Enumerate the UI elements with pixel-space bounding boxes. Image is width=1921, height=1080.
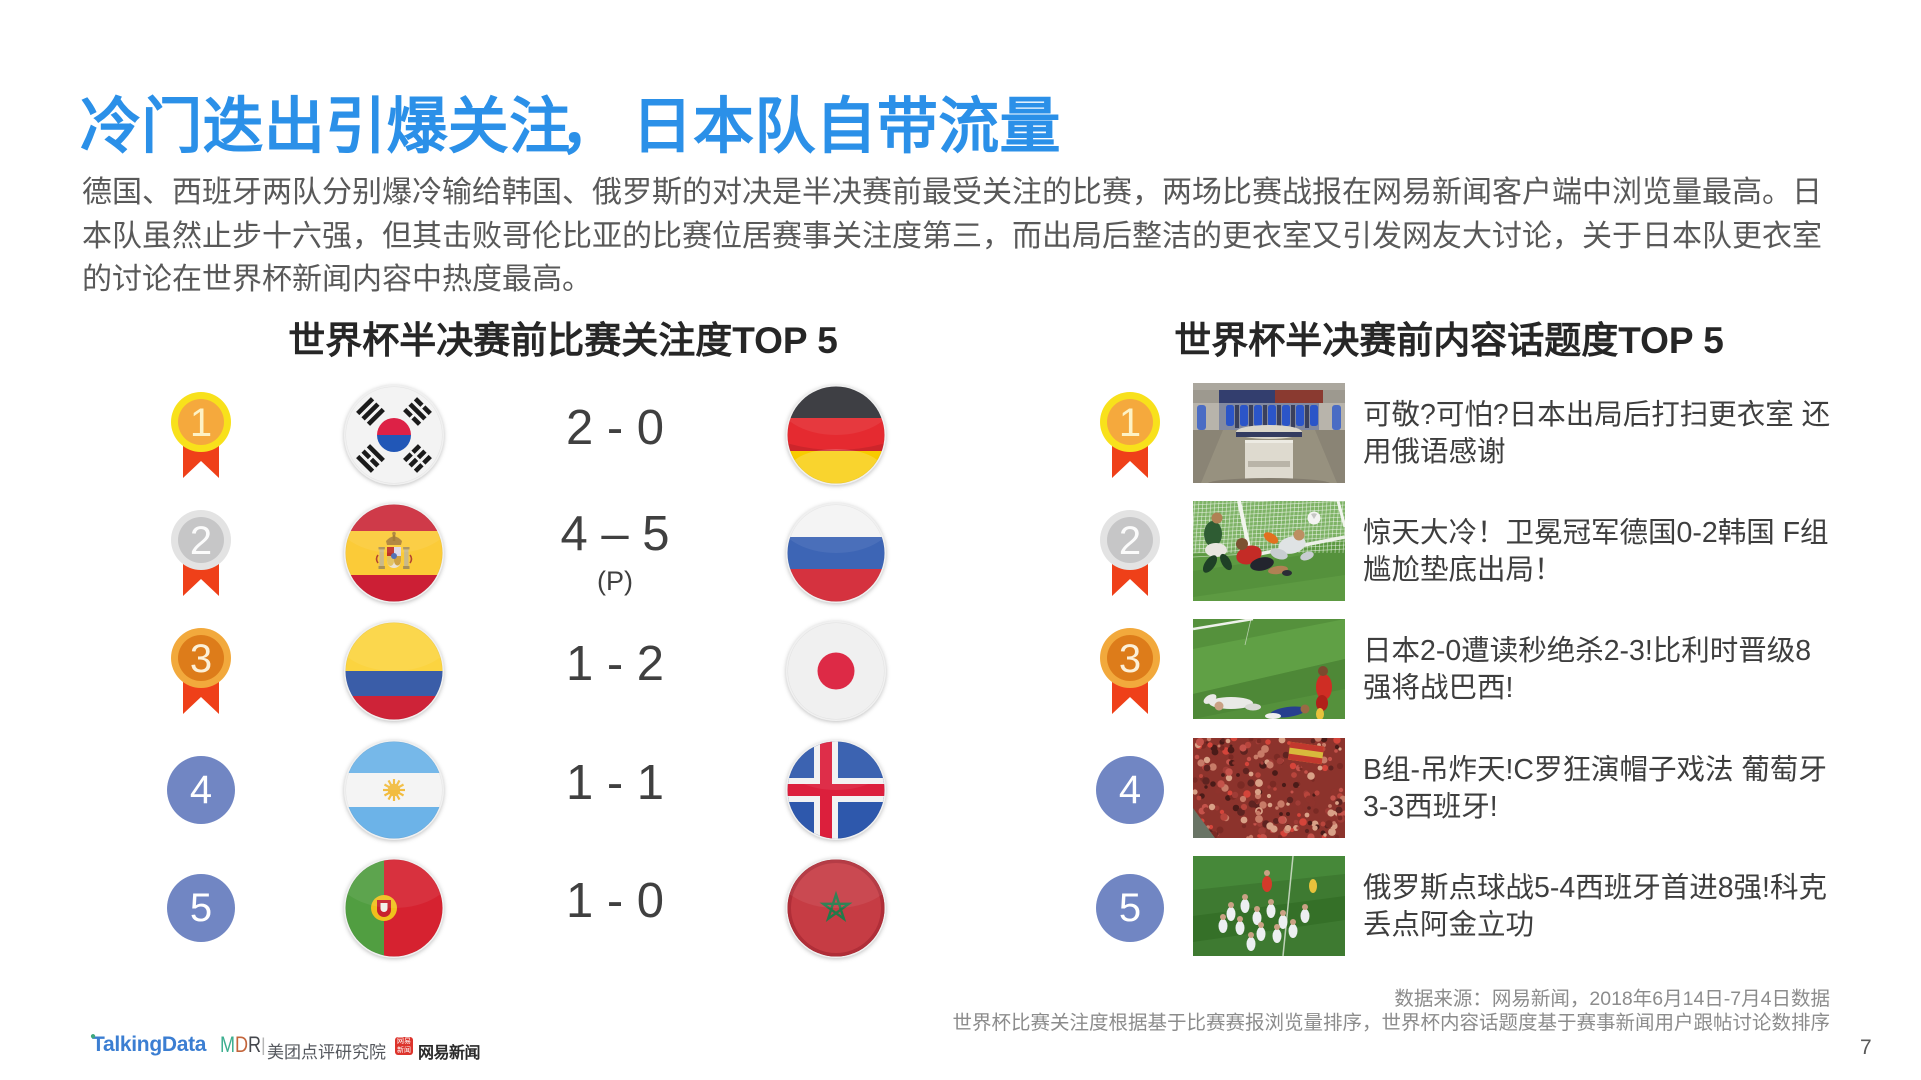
svg-text:1: 1 xyxy=(190,401,212,445)
svg-text:1: 1 xyxy=(1119,401,1141,445)
svg-text:3: 3 xyxy=(190,637,212,681)
svg-text:3: 3 xyxy=(1119,637,1141,681)
svg-text:2: 2 xyxy=(190,519,212,563)
svg-text:2: 2 xyxy=(1119,519,1141,563)
